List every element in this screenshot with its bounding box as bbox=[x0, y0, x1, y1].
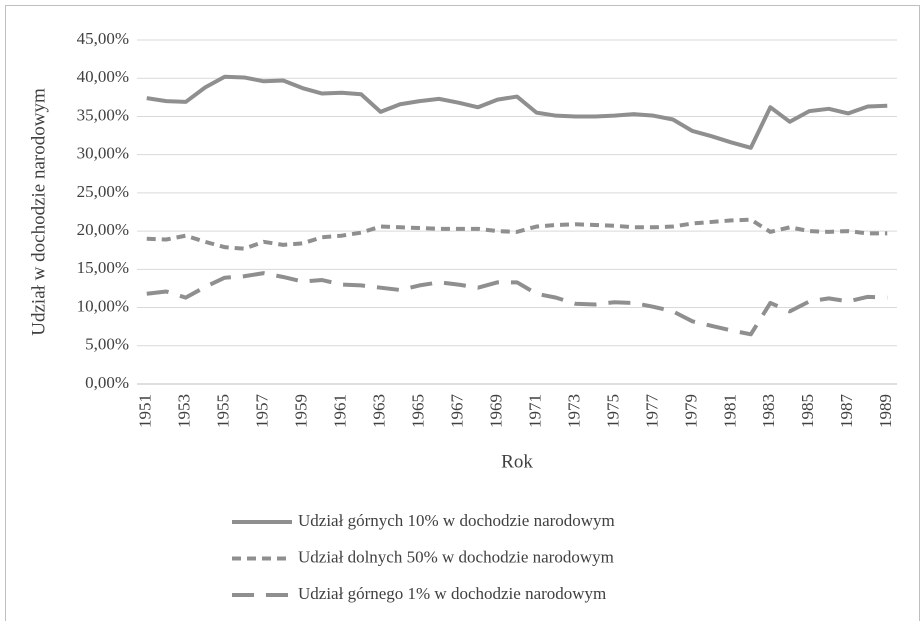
y-tick-label: 10,00% bbox=[77, 296, 129, 315]
x-tick-label: 1963 bbox=[369, 394, 388, 428]
series-line bbox=[146, 217, 888, 251]
y-tick-label: 5,00% bbox=[85, 335, 129, 354]
x-tick-label: 1961 bbox=[331, 394, 350, 428]
x-tick-label: 1975 bbox=[603, 394, 622, 428]
legend-label: Udział górnego 1% w dochodzie narodowym bbox=[298, 584, 606, 603]
y-tick-label: 40,00% bbox=[77, 67, 129, 86]
y-tick-label: 0,00% bbox=[85, 373, 129, 392]
x-axis-label: Rok bbox=[501, 451, 533, 472]
x-tick-label: 1973 bbox=[564, 394, 583, 428]
y-tick-label: 35,00% bbox=[77, 105, 129, 124]
x-tick-label: 1953 bbox=[175, 394, 194, 428]
x-tick-label: 1989 bbox=[876, 394, 895, 428]
x-tick-label: 1969 bbox=[486, 394, 505, 428]
legend-label: Udział dolnych 50% w dochodzie narodowym bbox=[298, 547, 614, 566]
x-tick-label: 1977 bbox=[642, 394, 661, 429]
x-tick-label: 1985 bbox=[798, 394, 817, 428]
x-tick-label: 1955 bbox=[214, 394, 233, 428]
x-tick-label: 1957 bbox=[253, 394, 272, 429]
series-line bbox=[146, 74, 888, 150]
x-tick-label: 1965 bbox=[408, 394, 427, 428]
x-tick-label: 1951 bbox=[136, 394, 155, 428]
y-axis-label: Udział w dochodzie narodowym bbox=[28, 88, 49, 336]
y-tick-label: 15,00% bbox=[77, 258, 129, 277]
chart-frame bbox=[5, 5, 920, 621]
y-tick-label: 25,00% bbox=[77, 182, 129, 201]
x-tick-label: 1981 bbox=[720, 394, 739, 428]
x-tick-label: 1983 bbox=[759, 394, 778, 428]
x-tick-label: 1987 bbox=[837, 394, 856, 429]
y-tick-label: 20,00% bbox=[77, 220, 129, 239]
y-tick-label: 30,00% bbox=[77, 144, 129, 163]
y-tick-label: 45,00% bbox=[77, 29, 129, 48]
x-tick-label: 1967 bbox=[447, 394, 466, 429]
series-line bbox=[146, 271, 888, 337]
x-tick-label: 1959 bbox=[292, 394, 311, 428]
x-tick-label: 1979 bbox=[681, 394, 700, 428]
x-tick-label: 1971 bbox=[525, 394, 544, 428]
legend-label: Udział górnych 10% w dochodzie narodowym bbox=[298, 511, 615, 530]
